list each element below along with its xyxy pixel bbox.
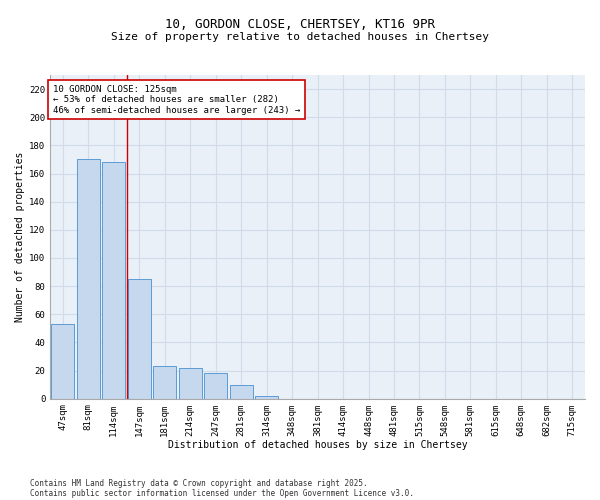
Text: Size of property relative to detached houses in Chertsey: Size of property relative to detached ho… bbox=[111, 32, 489, 42]
Text: Contains public sector information licensed under the Open Government Licence v3: Contains public sector information licen… bbox=[30, 488, 414, 498]
Y-axis label: Number of detached properties: Number of detached properties bbox=[15, 152, 25, 322]
Bar bbox=[204, 374, 227, 398]
Bar bbox=[154, 366, 176, 398]
Bar bbox=[103, 162, 125, 398]
Bar bbox=[230, 384, 253, 398]
Bar bbox=[77, 160, 100, 398]
Text: 10, GORDON CLOSE, CHERTSEY, KT16 9PR: 10, GORDON CLOSE, CHERTSEY, KT16 9PR bbox=[165, 18, 435, 30]
Bar bbox=[52, 324, 74, 398]
X-axis label: Distribution of detached houses by size in Chertsey: Distribution of detached houses by size … bbox=[168, 440, 467, 450]
Bar bbox=[128, 279, 151, 398]
Text: 10 GORDON CLOSE: 125sqm
← 53% of detached houses are smaller (282)
46% of semi-d: 10 GORDON CLOSE: 125sqm ← 53% of detache… bbox=[53, 84, 300, 114]
Bar bbox=[179, 368, 202, 398]
Bar bbox=[255, 396, 278, 398]
Text: Contains HM Land Registry data © Crown copyright and database right 2025.: Contains HM Land Registry data © Crown c… bbox=[30, 478, 368, 488]
